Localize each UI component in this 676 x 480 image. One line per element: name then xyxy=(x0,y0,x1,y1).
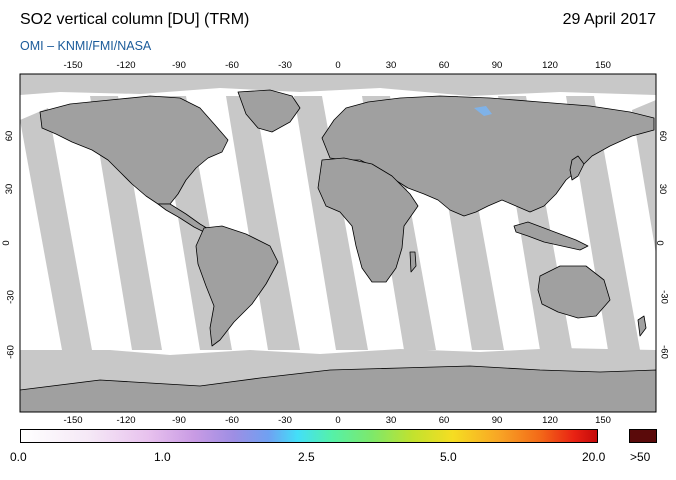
tick-label: -30 xyxy=(278,415,292,426)
southeast-asia-islands xyxy=(513,221,589,251)
tick-label: 0 xyxy=(654,240,666,246)
tick-label: -30 xyxy=(5,290,17,304)
tick-label: 30 xyxy=(385,60,397,71)
tick-label: 30 xyxy=(656,183,668,195)
tick-label: 90 xyxy=(491,60,503,71)
colorbar-label: 5.0 xyxy=(440,450,457,464)
new-zealand xyxy=(637,315,647,337)
tick-label: -150 xyxy=(63,60,83,71)
antarctica xyxy=(20,365,656,412)
map-frame xyxy=(19,73,657,413)
tick-label: 30 xyxy=(3,183,15,195)
tick-label: -90 xyxy=(172,60,186,71)
longitude-ticks-bottom: -150 -120 -90 -60 -30 0 30 60 90 120 150 xyxy=(0,415,676,429)
tick-label: 120 xyxy=(542,60,558,71)
australia xyxy=(537,265,611,319)
tick-label: 0 xyxy=(335,60,341,71)
tick-label: -60 xyxy=(225,60,239,71)
source-credit: OMI – KNMI/FMI/NASA xyxy=(20,39,152,53)
tick-label: 60 xyxy=(438,415,450,426)
japan xyxy=(569,155,585,181)
colorbar xyxy=(20,429,598,443)
colorbar-label: 0.0 xyxy=(10,450,27,464)
tick-label: 0 xyxy=(335,415,341,426)
tick-label: -30 xyxy=(278,60,292,71)
tick-label: 60 xyxy=(438,60,450,71)
tick-label: 0 xyxy=(1,240,13,246)
tick-label: -60 xyxy=(658,345,670,359)
so2-signal xyxy=(474,106,492,116)
arctic-no-data xyxy=(20,74,656,96)
colorbar-label: 1.0 xyxy=(154,450,171,464)
tick-label: -120 xyxy=(116,415,136,426)
land-masses xyxy=(20,89,656,412)
tick-label: -120 xyxy=(116,60,136,71)
africa xyxy=(317,157,419,283)
north-america xyxy=(39,95,229,205)
tick-label: 150 xyxy=(595,60,611,71)
tick-label: -60 xyxy=(225,415,239,426)
greenland xyxy=(237,89,301,133)
longitude-ticks-top: -150 -120 -90 -60 -30 0 30 60 90 120 150 xyxy=(0,60,676,74)
tick-label: 60 xyxy=(3,130,15,142)
south-america xyxy=(195,225,279,347)
tick-label: 150 xyxy=(595,415,611,426)
colorbar-over-box xyxy=(629,429,657,443)
page-title: SO2 vertical column [DU] (TRM) xyxy=(20,11,250,28)
madagascar xyxy=(409,251,417,273)
europe-asia xyxy=(321,95,655,217)
colorbar-label: 20.0 xyxy=(582,450,606,464)
tick-label: -150 xyxy=(63,415,83,426)
tick-label: -30 xyxy=(658,290,670,304)
colorbar-label: 2.5 xyxy=(298,450,315,464)
tick-label: 120 xyxy=(542,415,558,426)
tick-label: 60 xyxy=(656,130,668,142)
date-label: 29 April 2017 xyxy=(562,11,656,28)
tick-label: -90 xyxy=(172,415,186,426)
tick-label: -60 xyxy=(5,345,17,359)
colorbar-over-label: >50 xyxy=(630,450,651,464)
tick-label: 30 xyxy=(385,415,397,426)
tick-label: 90 xyxy=(491,415,503,426)
